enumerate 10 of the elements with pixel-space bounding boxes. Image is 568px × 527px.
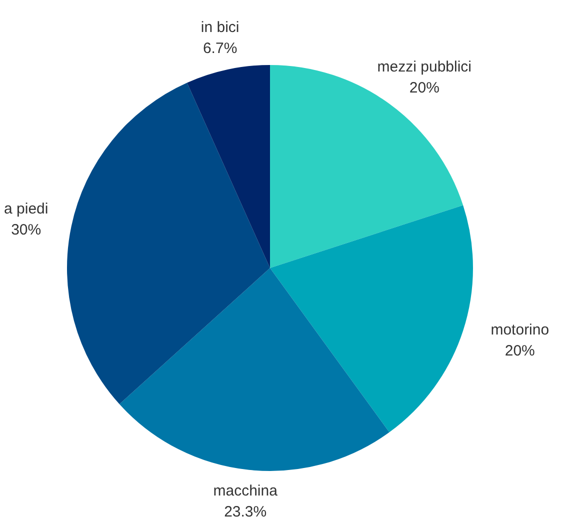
data-label: 6.7% <box>202 40 238 57</box>
slice-label: a piedi <box>4 200 48 218</box>
data-label: 23.3% <box>224 503 267 520</box>
data-label: 30% <box>11 221 42 238</box>
data-label: 20% <box>504 342 535 360</box>
slice-label: in bici <box>200 18 240 36</box>
slice-label: mezzi pubblici <box>377 58 472 76</box>
slice-label: motorino <box>490 321 550 338</box>
data-label: 20% <box>409 80 440 97</box>
slice-label: macchina <box>213 482 278 500</box>
